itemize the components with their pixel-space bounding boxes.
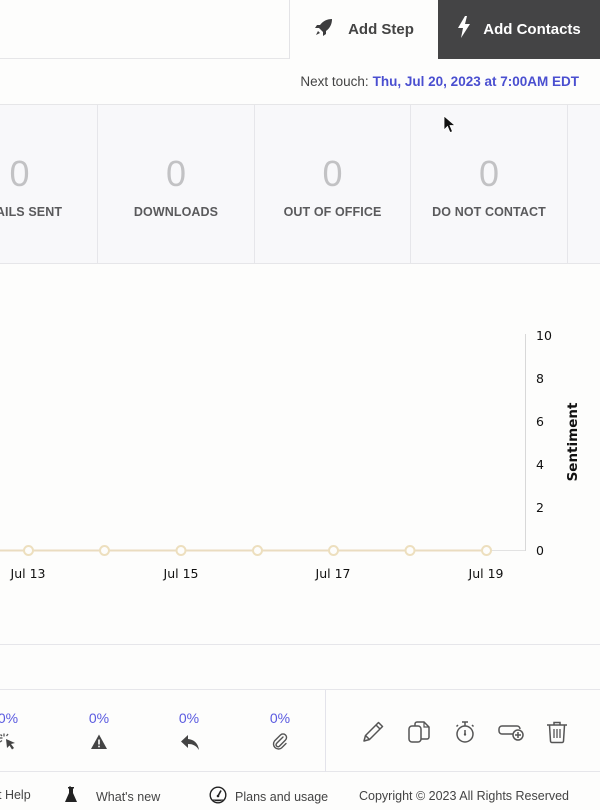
warning-icon (90, 733, 108, 751)
next-touch-row: Next touch: Thu, Jul 20, 2023 at 7:00AM … (0, 59, 600, 105)
top-toolbar: Add Step Add Contacts (0, 0, 600, 59)
step-metrics-row: 0% 0% 0% 0% (0, 690, 600, 772)
add-step-label: Add Step (348, 21, 414, 38)
rocket-icon (314, 17, 334, 42)
metric-value: 0% (0, 710, 19, 726)
vertical-divider (325, 690, 326, 772)
footer: t Help What's new Plans and usage Copyri… (0, 772, 600, 810)
stat-label: EMAILS SENT (0, 205, 63, 219)
metric-attachments: 0% (260, 710, 300, 751)
stat-value: 0 (165, 153, 187, 194)
mouse-cursor-icon (443, 115, 457, 140)
metric-value: 0% (178, 710, 200, 726)
x-tick: Jul 17 (315, 566, 351, 581)
footer-help-label: t Help (0, 788, 31, 802)
metric-bounces: 0% (79, 710, 119, 751)
x-tick: Jul 19 (468, 566, 504, 581)
stat-value: 0 (9, 153, 30, 194)
stat-value: 0 (478, 153, 500, 194)
footer-help-link[interactable]: t Help (0, 788, 31, 802)
stat-downloads: 0 DOWNLOADS (98, 105, 255, 263)
metric-value: 0% (88, 710, 110, 726)
add-variant-icon (497, 719, 525, 750)
footer-plans-label: Plans and usage (235, 789, 329, 804)
add-variant-button[interactable] (498, 720, 524, 748)
x-tick: Jul 15 (163, 566, 199, 581)
empty-row (0, 645, 600, 690)
next-touch-label: Next touch: (300, 74, 369, 89)
x-tick: Jul 13 (10, 566, 46, 581)
gauge-icon (209, 786, 227, 807)
duplicate-step-button[interactable] (406, 720, 432, 748)
stat-label: FA (548, 205, 600, 219)
metric-clicks: 0% (0, 710, 28, 751)
y-tick: 2 (536, 500, 544, 515)
y-tick: 6 (536, 414, 544, 429)
stat-value: 0 (322, 153, 343, 194)
y-tick: 10 (536, 328, 552, 343)
footer-copyright: Copyright © 2023 All Rights Reserved (359, 789, 570, 803)
stats-strip: 0 EMAILS SENT 0 DOWNLOADS 0 OUT OF OFFIC… (0, 105, 600, 264)
stat-out-of-office: 0 OUT OF OFFICE (255, 105, 411, 263)
sentiment-chart: 10 8 6 4 2 0 Sentiment Jul 13 Jul 15 Jul… (0, 264, 600, 645)
stopwatch-icon (452, 719, 478, 750)
y-tick: 4 (536, 457, 544, 472)
y-axis-title: Sentiment (565, 402, 581, 482)
pencil-icon (360, 719, 386, 750)
add-step-button[interactable]: Add Step (289, 0, 438, 59)
add-contacts-label: Add Contacts (483, 21, 581, 38)
delete-step-button[interactable] (544, 720, 570, 748)
lightning-bolt-icon (457, 16, 471, 43)
chart-plot (0, 334, 526, 556)
stat-label: OUT OF OFFICE (283, 205, 382, 219)
stat-label: DOWNLOADS (133, 205, 219, 219)
y-tick: 0 (536, 543, 544, 558)
metric-value: 0% (269, 710, 291, 726)
click-icon (0, 733, 17, 751)
stat-do-not-contact: 0 DO NOT CONTACT (411, 105, 568, 263)
footer-whats-new-link[interactable]: What's new (64, 786, 160, 807)
stat-emails-sent: 0 EMAILS SENT (0, 105, 98, 263)
attachment-icon (271, 733, 289, 751)
edit-step-button[interactable] (360, 720, 386, 748)
delay-step-button[interactable] (452, 720, 478, 748)
reply-icon (180, 733, 199, 751)
next-touch-value: Thu, Jul 20, 2023 at 7:00AM EDT (372, 74, 579, 89)
stat-partial: FA (568, 105, 600, 263)
step-actions (360, 720, 570, 748)
footer-whats-new-label: What's new (96, 789, 161, 804)
add-contacts-button[interactable]: Add Contacts (438, 0, 600, 59)
stat-label: DO NOT CONTACT (432, 205, 546, 219)
metric-replies: 0% (169, 710, 209, 751)
trash-icon (544, 719, 570, 750)
y-tick: 8 (536, 371, 544, 386)
copy-icon (406, 719, 432, 750)
flask-icon (64, 786, 78, 807)
footer-plans-link[interactable]: Plans and usage (209, 786, 328, 807)
